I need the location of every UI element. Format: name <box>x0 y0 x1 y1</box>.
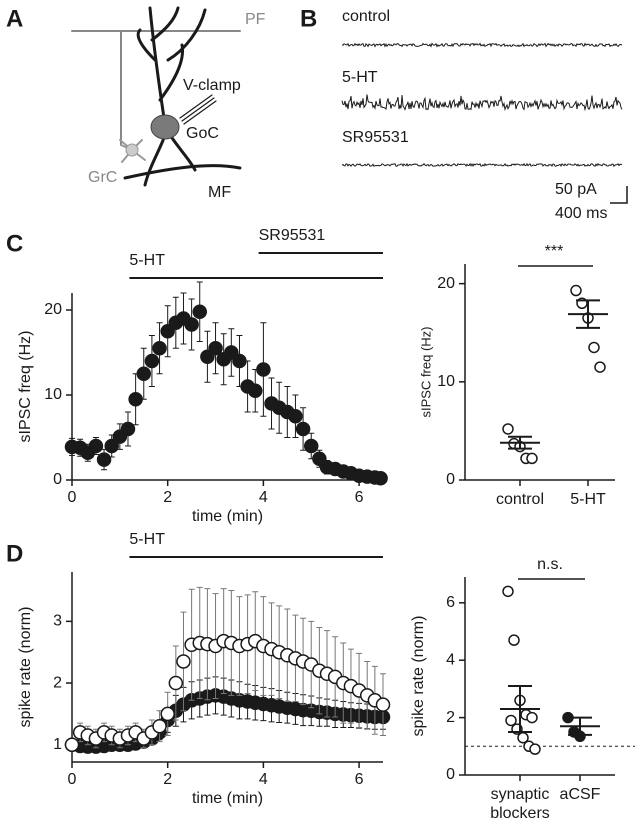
sem-bar <box>508 685 532 733</box>
diagram-label: V-clamp <box>183 77 241 94</box>
data-point <box>128 392 143 407</box>
y-tick-label: 3 <box>53 613 62 630</box>
panel-label: D <box>6 540 23 567</box>
data-point <box>373 471 388 486</box>
diagram-label: GrC <box>88 169 117 186</box>
y-tick-label: 2 <box>53 674 62 691</box>
data-point <box>288 409 303 424</box>
x-tick-label: 0 <box>68 489 77 506</box>
scale-label: 50 pA <box>555 181 597 198</box>
scale-bar <box>610 186 628 204</box>
y-tick-label: 10 <box>44 386 62 403</box>
data-point <box>375 697 391 712</box>
sem-bar <box>568 716 592 736</box>
sem-bar <box>576 299 600 329</box>
y-tick-label: 0 <box>446 471 455 488</box>
data-point <box>508 634 520 646</box>
data-point <box>176 654 191 669</box>
x-tick-label: aCSF <box>559 786 601 803</box>
data-point <box>232 353 247 369</box>
trace <box>341 162 623 168</box>
panel-label: B <box>300 5 317 32</box>
y-axis-label: sIPSC freq (Hz) <box>418 326 433 417</box>
data-point <box>502 423 514 435</box>
y-tick-label: 4 <box>446 651 455 668</box>
x-tick-label: 5-HT <box>570 491 606 508</box>
x-axis-label: time (min) <box>192 790 263 807</box>
y-tick-label: 20 <box>44 301 62 318</box>
significance-label: n.s. <box>537 556 563 573</box>
data-point <box>295 421 311 437</box>
x-tick-label: 4 <box>259 771 268 788</box>
data-point <box>120 421 136 437</box>
data-point <box>152 718 167 734</box>
panel-label: A <box>6 5 23 32</box>
application-label: 5-HT <box>129 252 165 269</box>
data-point <box>526 452 538 465</box>
data-point <box>594 361 606 373</box>
goc-soma <box>150 114 180 140</box>
data-point <box>570 284 582 297</box>
y-tick-label: 20 <box>437 275 455 292</box>
x-tick-label: 6 <box>355 771 364 788</box>
significance-label: *** <box>545 243 564 260</box>
data-point <box>502 585 514 598</box>
application-label: SR95531 <box>259 227 326 244</box>
y-tick-label: 0 <box>53 471 62 488</box>
y-axis-label: spike rate (norm) <box>17 607 34 728</box>
trace <box>341 42 623 48</box>
data-point <box>248 383 263 398</box>
data-point <box>303 438 319 454</box>
sem-bar <box>508 435 532 450</box>
y-tick-label: 0 <box>446 766 455 783</box>
trace-label: SR95531 <box>342 129 409 146</box>
data-point <box>88 438 104 454</box>
diagram-label: MF <box>208 184 231 201</box>
x-axis-label: time (min) <box>192 508 263 525</box>
data-point <box>256 362 271 377</box>
y-tick-label: 1 <box>53 736 62 753</box>
x-tick-label: 2 <box>163 771 172 788</box>
data-point <box>96 452 112 467</box>
data-point <box>208 341 223 356</box>
data-point <box>144 353 160 369</box>
data-point <box>192 304 207 319</box>
application-label: 5-HT <box>129 531 165 548</box>
data-point <box>152 341 167 356</box>
data-point <box>160 706 175 722</box>
scale-label: 400 ms <box>555 205 607 222</box>
data-point <box>136 366 152 381</box>
data-point <box>529 743 541 755</box>
data-point <box>104 438 119 454</box>
x-tick-label: 6 <box>355 489 364 506</box>
y-tick-label: 2 <box>446 709 455 726</box>
data-point <box>526 711 538 724</box>
x-tick-label: control <box>495 491 545 508</box>
trace-label: 5-HT <box>342 69 378 86</box>
grc-soma <box>125 143 139 157</box>
y-tick-label: 10 <box>437 373 455 390</box>
x-tick-label: synaptic blockers <box>490 786 550 822</box>
data-point <box>505 714 517 727</box>
y-tick-label: 6 <box>446 594 455 611</box>
trace-label: control <box>342 8 390 25</box>
diagram <box>71 6 242 187</box>
trace <box>341 94 623 112</box>
x-tick-label: 4 <box>259 489 268 506</box>
diagram-label: PF <box>245 11 266 28</box>
x-tick-label: 2 <box>163 489 172 506</box>
data-point <box>184 317 199 332</box>
y-axis-label: sIPSC freq (Hz) <box>17 330 34 442</box>
panel-label: C <box>6 230 23 257</box>
x-tick-label: 0 <box>68 771 77 788</box>
data-point <box>64 737 80 752</box>
data-point <box>588 341 600 354</box>
y-axis-label: spike rate (norm) <box>410 616 427 737</box>
diagram-label: GoC <box>186 125 219 142</box>
data-point <box>168 675 184 691</box>
